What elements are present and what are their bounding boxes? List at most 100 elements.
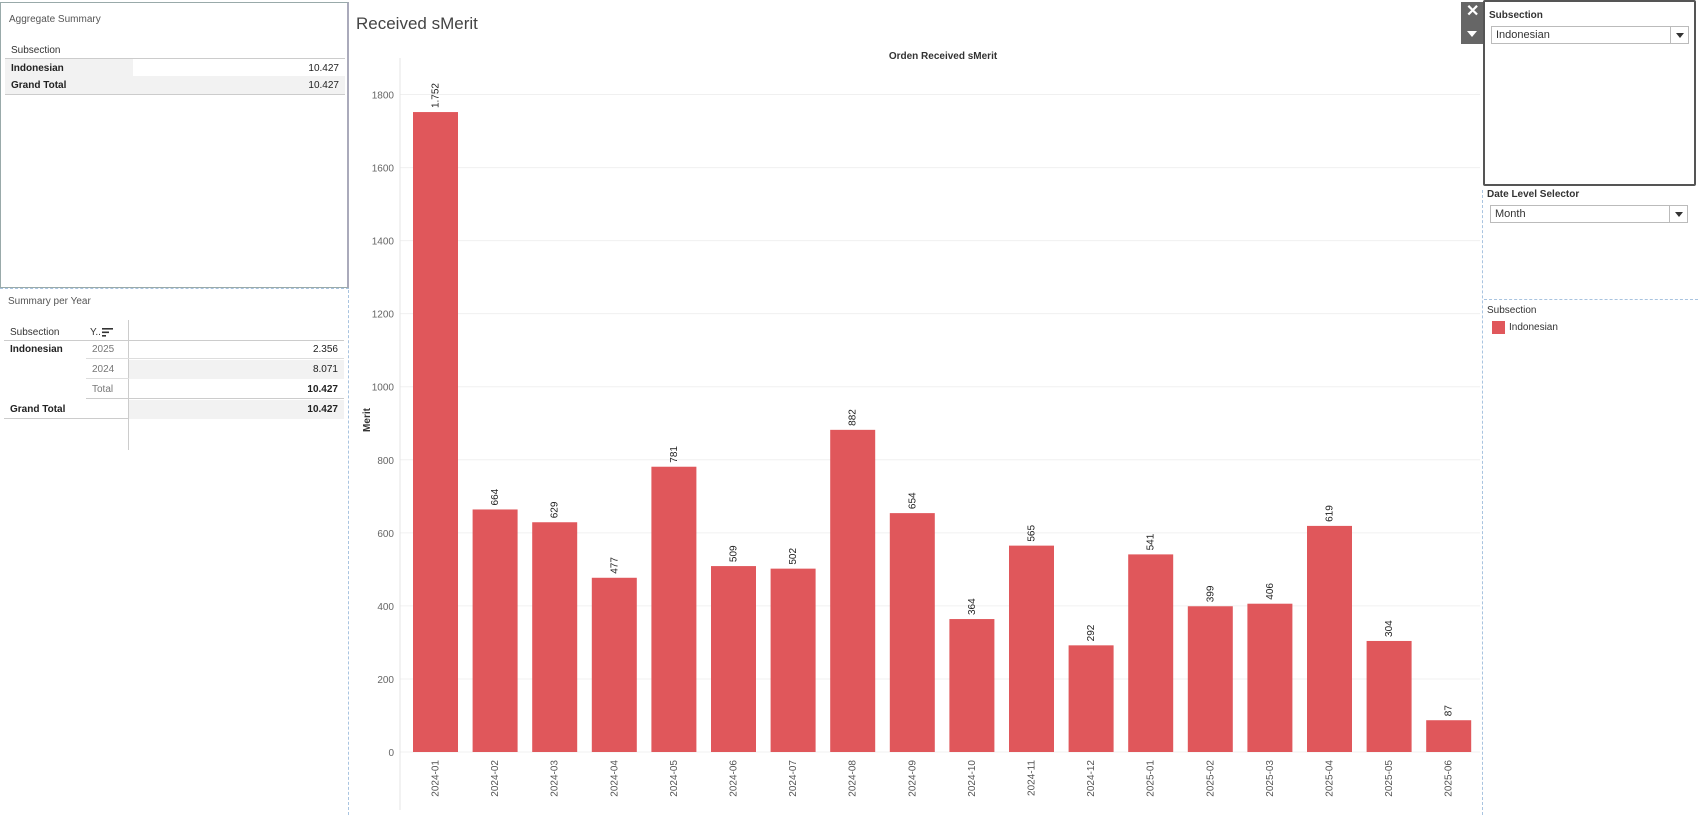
bar-value-label: 502: [788, 548, 799, 565]
bar[interactable]: [472, 509, 518, 752]
aggregate-subsection-header: Subsection: [11, 45, 61, 56]
spy-value: 2.356: [312, 344, 338, 355]
divider: [1482, 190, 1483, 815]
table-row[interactable]: Total 10.427: [86, 380, 344, 399]
close-icon[interactable]: ✕: [1466, 3, 1480, 20]
spy-subsection-header: Subsection: [10, 327, 60, 338]
dashboard-title: Received sMerit: [356, 14, 478, 33]
bar[interactable]: [949, 619, 995, 752]
spy-grand-total-value: 10.427: [307, 404, 338, 415]
subsection-filter-title: Subsection: [1489, 10, 1543, 21]
spy-total-value: 10.427: [307, 384, 338, 395]
table-row[interactable]: Grand Total 10.427: [5, 76, 345, 95]
bar[interactable]: [1068, 645, 1114, 752]
y-tick-label: 200: [377, 675, 394, 686]
bar[interactable]: [1128, 554, 1174, 752]
chart-grid: [400, 94, 1480, 753]
bar[interactable]: [651, 466, 697, 752]
y-tick-label: 400: [377, 602, 394, 613]
divider: [1484, 299, 1698, 300]
summary-per-year-panel: Summary per Year Subsection Y.. Indonesi…: [0, 290, 349, 740]
bar-value-label: 406: [1265, 583, 1276, 600]
chart-title: Orden Received sMerit: [889, 51, 998, 62]
x-tick-label: 2025-06: [1444, 760, 1455, 797]
bar-value-label: 541: [1146, 533, 1157, 550]
subsection-filter-panel: Subsection Indonesian: [1483, 0, 1696, 186]
aggregate-summary-panel: Aggregate Summary Subsection Indonesian …: [0, 2, 349, 288]
spy-year: 2025: [92, 344, 115, 355]
bar-value-label: 509: [729, 545, 740, 562]
sort-icon[interactable]: [102, 324, 114, 337]
y-tick-label: 600: [377, 529, 394, 540]
bar-value-label: 292: [1086, 624, 1097, 641]
y-tick-label: 0: [388, 748, 394, 759]
x-tick-label: 2024-09: [907, 760, 918, 797]
bar[interactable]: [1247, 603, 1293, 752]
x-tick-label: 2024-05: [669, 760, 680, 797]
x-tick-label: 2024-01: [431, 760, 442, 797]
table-row[interactable]: Grand Total 10.427: [4, 400, 344, 419]
x-tick-label: 2024-10: [967, 760, 978, 797]
spy-grand-total-label: Grand Total: [10, 404, 66, 415]
bar[interactable]: [711, 566, 756, 752]
spy-year: 2024: [92, 364, 115, 375]
legend-title: Subsection: [1487, 305, 1537, 316]
subsection-dropdown[interactable]: Indonesian: [1491, 26, 1689, 44]
bars-layer: 1.752 664 629 477 781 509 502 882 654 364 565 292 54…: [413, 83, 1472, 752]
bar[interactable]: [1307, 525, 1352, 752]
bar[interactable]: [532, 522, 578, 752]
bar-value-label: 304: [1384, 620, 1395, 637]
bar-value-label: 87: [1444, 705, 1455, 717]
bar[interactable]: [1009, 545, 1054, 752]
date-level-title: Date Level Selector: [1487, 189, 1580, 200]
more-options-icon[interactable]: [1467, 31, 1477, 37]
x-tick-label: 2024-07: [788, 760, 799, 797]
x-tick-label: 2025-04: [1325, 760, 1336, 797]
divider: [0, 288, 349, 289]
bar-value-label: 364: [967, 598, 978, 615]
chevron-down-icon[interactable]: [1669, 206, 1687, 222]
x-tick-label: 2024-04: [609, 760, 620, 797]
spy-value: 8.071: [312, 364, 338, 375]
x-tick-label: 2025-01: [1146, 760, 1157, 797]
spy-total-label: Total: [92, 384, 114, 395]
x-tick-label: 2024-02: [490, 760, 501, 797]
aggregate-grand-total-value: 10.427: [308, 80, 339, 91]
bar[interactable]: [1366, 640, 1412, 752]
y-tick-label: 1000: [372, 383, 395, 394]
bar[interactable]: [889, 513, 935, 752]
table-row[interactable]: Indonesian 10.427: [5, 58, 345, 77]
date-level-dropdown[interactable]: Month: [1490, 205, 1688, 223]
x-tick-label: 2025-02: [1205, 760, 1216, 797]
bar[interactable]: [413, 112, 458, 752]
table-row[interactable]: 2025 2.356: [86, 340, 344, 359]
bar[interactable]: [1187, 606, 1233, 752]
bar-value-label: 781: [669, 446, 680, 463]
x-tick-label: 2024-03: [550, 760, 561, 797]
x-tick-label: 2024-06: [729, 760, 740, 797]
y-tick-label: 800: [377, 456, 394, 467]
y-tick-label: 1600: [372, 164, 395, 175]
aggregate-row-label: Indonesian: [11, 63, 64, 74]
spy-year-header: Y..: [90, 327, 101, 338]
aggregate-summary-title: Aggregate Summary: [9, 14, 101, 25]
chevron-down-icon[interactable]: [1670, 27, 1688, 43]
close-filter-button[interactable]: ✕: [1461, 2, 1483, 44]
bar-value-label: 664: [490, 488, 501, 505]
bar[interactable]: [830, 429, 876, 752]
bar-chart: Orden Received sMerit Merit 0 200 400 600 80…: [362, 51, 1480, 810]
bar[interactable]: [1426, 720, 1472, 752]
x-tick-label: 2024-11: [1027, 760, 1038, 796]
bar[interactable]: [770, 568, 816, 752]
x-tick-label: 2024-12: [1086, 760, 1097, 797]
y-axis-title: Merit: [362, 407, 373, 432]
y-tick-label: 1400: [372, 237, 395, 248]
bar-value-label: 1.752: [431, 83, 442, 108]
bar-value-label: 654: [907, 492, 918, 509]
table-row[interactable]: 2024 8.071: [86, 360, 344, 379]
bar-value-label: 619: [1325, 505, 1336, 522]
y-axis: 0 200 400 600 800 1000 1200 1400 1600 1800: [372, 58, 401, 810]
bar[interactable]: [591, 577, 637, 752]
legend-item-label: Indonesian: [1509, 322, 1558, 333]
bar-value-label: 399: [1205, 585, 1216, 602]
